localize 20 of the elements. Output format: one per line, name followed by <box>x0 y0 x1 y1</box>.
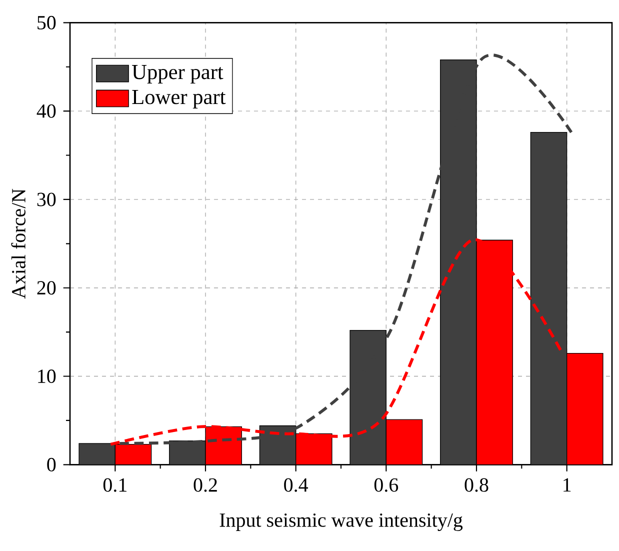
legend-label: Upper part <box>132 64 224 84</box>
y-tick-label: 40 <box>36 104 56 118</box>
bar <box>79 443 116 465</box>
bar <box>566 352 604 465</box>
x-tick-label: 0.1 <box>103 478 126 492</box>
x-tick-label: 0.8 <box>464 478 488 492</box>
y-tick-label: 20 <box>37 280 56 294</box>
y-tick-label: 30 <box>37 192 56 206</box>
x-tick-label: 0.2 <box>194 478 217 492</box>
bar <box>530 132 568 465</box>
x-tick-label: 1 <box>564 478 571 492</box>
y-tick-label: 0 <box>47 458 56 472</box>
x-axis-title: Input seismic wave intensity/g <box>220 513 463 531</box>
x-tick-label: 0.4 <box>284 478 308 492</box>
y-axis-title: Axial force/N <box>11 188 26 299</box>
x-tick-label: 0.6 <box>374 478 398 492</box>
y-tick-label: 10 <box>38 369 56 383</box>
y-tick-label: 50 <box>38 16 56 30</box>
legend-label: Lower part <box>132 90 226 108</box>
bar <box>386 419 422 465</box>
